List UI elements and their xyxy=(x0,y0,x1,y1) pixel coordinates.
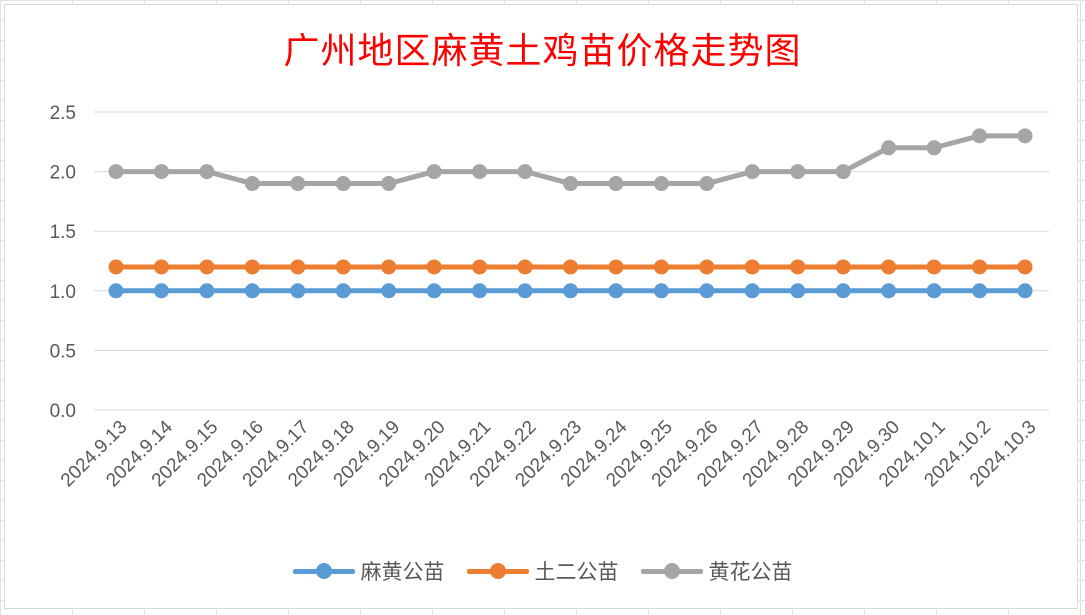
data-point xyxy=(835,283,851,299)
data-point xyxy=(290,283,306,299)
series-2 xyxy=(108,259,1033,275)
data-point xyxy=(563,259,578,275)
data-point xyxy=(153,259,169,275)
data-point xyxy=(699,176,715,192)
legend-item-1: 麻黄公苗 xyxy=(292,556,445,586)
data-point xyxy=(926,259,942,275)
y-tick-label: 1.5 xyxy=(50,222,76,243)
data-point xyxy=(790,164,806,180)
legend-label: 黄花公苗 xyxy=(708,560,793,584)
data-point xyxy=(835,164,851,180)
y-tick-label: 2.5 xyxy=(50,103,76,124)
data-point xyxy=(426,283,442,299)
data-point xyxy=(244,176,260,192)
y-axis-ticks: 0.0 0.5 1.0 1.5 2.0 2.5 xyxy=(50,103,76,422)
data-point xyxy=(881,259,897,275)
data-point xyxy=(199,259,215,275)
data-point xyxy=(108,164,124,180)
data-point xyxy=(744,259,760,275)
data-point xyxy=(290,259,306,275)
data-point xyxy=(926,283,942,299)
data-point xyxy=(153,283,169,299)
legend-label: 土二公苗 xyxy=(534,560,619,584)
x-axis-ticks: 2024.9.132024.9.142024.9.152024.9.162024… xyxy=(57,416,1041,491)
data-point xyxy=(199,164,215,180)
data-point xyxy=(108,283,124,299)
data-point xyxy=(972,259,988,275)
data-point xyxy=(381,283,397,299)
data-point xyxy=(335,283,351,299)
data-point xyxy=(790,259,806,275)
data-point xyxy=(153,164,169,180)
data-point xyxy=(472,283,488,299)
data-point xyxy=(1017,283,1033,299)
series-3 xyxy=(108,128,1033,192)
legend-swatch-icon xyxy=(292,556,355,586)
data-point xyxy=(744,164,760,180)
legend: 麻黄公苗 土二公苗 黄花公苗 xyxy=(0,556,1085,586)
data-point xyxy=(1017,259,1033,275)
data-point xyxy=(335,259,351,275)
data-point xyxy=(244,283,260,299)
legend-swatch-icon xyxy=(640,556,703,586)
legend-swatch-icon xyxy=(466,556,529,586)
chart-area[interactable] xyxy=(4,4,1078,609)
data-point xyxy=(699,283,715,299)
data-point xyxy=(517,164,533,180)
data-point xyxy=(563,283,578,299)
data-point xyxy=(972,283,988,299)
data-point xyxy=(926,140,942,156)
data-point xyxy=(608,259,624,275)
data-point xyxy=(790,283,806,299)
legend-label: 麻黄公苗 xyxy=(360,560,445,584)
y-tick-label: 1.0 xyxy=(50,282,76,303)
data-point xyxy=(381,176,397,192)
data-point xyxy=(517,259,533,275)
data-point xyxy=(517,283,533,299)
data-point xyxy=(335,176,351,192)
y-tick-label: 0.5 xyxy=(50,341,76,362)
data-point xyxy=(472,259,488,275)
y-tick-label: 0.0 xyxy=(50,401,76,422)
data-point xyxy=(290,176,306,192)
y-tick-label: 2.0 xyxy=(50,163,76,184)
data-point xyxy=(653,259,669,275)
legend-item-2: 土二公苗 xyxy=(466,556,619,586)
data-point xyxy=(1017,128,1033,144)
data-point xyxy=(244,259,260,275)
data-point xyxy=(653,283,669,299)
data-point xyxy=(699,259,715,275)
chart-title: 广州地区麻黄土鸡苗价格走势图 xyxy=(283,31,802,72)
data-point xyxy=(608,283,624,299)
data-point xyxy=(608,176,624,192)
data-point xyxy=(108,259,124,275)
data-point xyxy=(426,259,442,275)
data-point xyxy=(563,176,578,192)
data-point xyxy=(881,283,897,299)
data-point xyxy=(653,176,669,192)
data-point xyxy=(744,283,760,299)
data-point xyxy=(199,283,215,299)
data-point xyxy=(972,128,988,144)
legend-item-3: 黄花公苗 xyxy=(640,556,793,586)
data-point xyxy=(381,259,397,275)
series-layer xyxy=(108,128,1033,299)
data-point xyxy=(835,259,851,275)
data-point xyxy=(426,164,442,180)
data-point xyxy=(472,164,488,180)
data-point xyxy=(881,140,897,156)
series-1 xyxy=(108,283,1033,299)
